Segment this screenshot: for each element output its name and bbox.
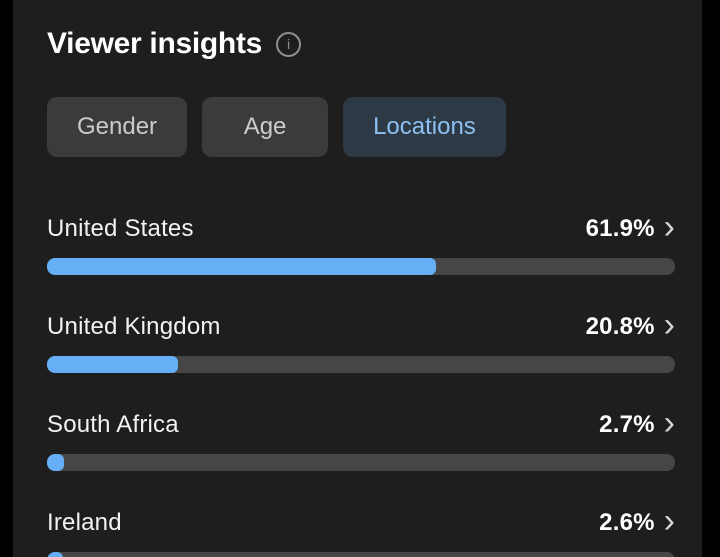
location-percent: 61.9%	[585, 215, 655, 242]
location-name: South Africa	[47, 411, 179, 438]
tab-locations[interactable]: Locations	[343, 97, 506, 157]
chevron-right-icon: ›	[663, 502, 675, 540]
chevron-right-icon: ›	[663, 404, 675, 442]
location-percent: 20.8%	[585, 313, 655, 340]
progress-bar-fill	[47, 454, 64, 471]
location-row-united-states[interactable]: United States 61.9% ›	[47, 208, 675, 275]
location-row-united-kingdom[interactable]: United Kingdom 20.8% ›	[47, 306, 675, 373]
location-percent: 2.6%	[599, 509, 655, 536]
viewer-insights-panel: Viewer insights i Gender Age Locations U…	[13, 0, 702, 557]
chevron-right-icon: ›	[663, 208, 675, 246]
page-title: Viewer insights	[47, 27, 263, 60]
progress-bar-fill	[47, 552, 64, 557]
location-percent: 2.7%	[599, 411, 655, 438]
location-row-ireland[interactable]: Ireland 2.6% ›	[47, 502, 675, 557]
panel-header: Viewer insights i	[47, 26, 675, 62]
insights-tab-bar: Gender Age Locations	[47, 97, 675, 157]
info-icon[interactable]: i	[276, 31, 302, 57]
progress-bar-fill	[47, 356, 178, 373]
location-name: United Kingdom	[47, 313, 221, 340]
location-row-south-africa[interactable]: South Africa 2.7% ›	[47, 404, 675, 471]
tab-gender[interactable]: Gender	[47, 97, 188, 157]
progress-bar-track	[47, 356, 675, 373]
location-name: United States	[47, 215, 194, 242]
progress-bar-track	[47, 454, 675, 471]
info-icon-glyph: i	[286, 36, 291, 52]
location-name: Ireland	[47, 509, 122, 536]
progress-bar-track	[47, 552, 675, 557]
progress-bar-fill	[47, 258, 436, 275]
chevron-right-icon: ›	[663, 306, 675, 344]
locations-list: United States 61.9% › United Kingdom 20.…	[47, 208, 675, 557]
tab-age[interactable]: Age	[202, 97, 329, 157]
progress-bar-track	[47, 258, 675, 275]
